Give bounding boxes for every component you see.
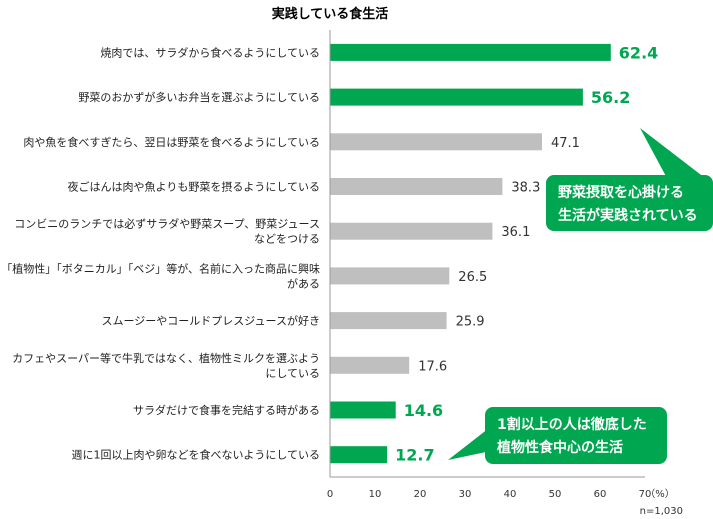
x-tick-label: 20 xyxy=(414,489,427,500)
category-label: サラダだけで食事を完結する時がある xyxy=(133,403,320,417)
callout-box xyxy=(485,407,667,464)
callout-line-2: 生活が実践されている xyxy=(558,207,698,224)
category-label: スムージーやコールドプレスジュースが好き xyxy=(102,314,320,328)
category-label: 焼肉では、サラダから食べるようにしている xyxy=(100,45,320,59)
bar xyxy=(330,446,388,464)
callout-line-1: 野菜摂取を心掛ける xyxy=(558,184,684,201)
bar xyxy=(330,43,611,61)
bar-value-label: 47.1 xyxy=(551,136,580,151)
category-label: にしている xyxy=(265,367,320,380)
bar-value-label: 14.6 xyxy=(404,401,443,420)
bar-value-label: 56.2 xyxy=(591,88,630,107)
category-label: 夜ごはんは肉や魚よりも野菜を摂るようにしている xyxy=(68,180,320,194)
category-label: 肉や魚を食べすぎたら、翌日は野菜を食べるようにしている xyxy=(23,135,320,149)
bar-value-label: 26.5 xyxy=(458,270,487,285)
bar-value-label: 12.7 xyxy=(395,446,434,465)
bar xyxy=(330,312,447,330)
x-tick-label: 40 xyxy=(504,489,517,500)
x-tick-label: 0 xyxy=(327,489,333,500)
bar xyxy=(330,267,450,285)
callout-box xyxy=(546,175,713,231)
callout-line-1: 1割以上の人は徹底した xyxy=(497,416,647,433)
bar xyxy=(330,401,396,419)
bar-value-label: 36.1 xyxy=(501,225,530,240)
x-tick-label: 10 xyxy=(369,489,382,500)
category-label: がある xyxy=(287,276,320,290)
bar xyxy=(330,133,542,151)
bar xyxy=(330,356,410,374)
sample-size-note: n=1,030 xyxy=(640,506,683,517)
axis-unit-label: （%） xyxy=(645,488,675,500)
bar xyxy=(330,178,503,195)
chart-title: 実践している食生活 xyxy=(272,6,389,22)
x-tick-label: 70 xyxy=(639,489,652,500)
callout-plant-based: 1割以上の人は徹底した 植物性食中心の生活 xyxy=(448,407,667,464)
category-label: 野菜のおかずが多いお弁当を選ぶようにしている xyxy=(78,90,320,104)
category-label: などをつける xyxy=(254,233,320,246)
x-tick-label: 50 xyxy=(549,489,562,500)
x-tick-label: 60 xyxy=(594,489,607,500)
callout-pointer xyxy=(640,128,705,180)
x-tick-label: 30 xyxy=(459,489,472,500)
category-label: 「植物性」「ボタニカル」「ベジ」等が、名前に入った商品に興味 xyxy=(1,261,320,275)
bar-value-label: 17.6 xyxy=(418,359,447,374)
category-label: カフェやスーパー等で牛乳ではなく、植物性ミルクを選ぶよう xyxy=(12,351,320,365)
category-label: 週に1回以上肉や卵などを食べないようにしている xyxy=(72,448,320,462)
callout-line-2: 植物性食中心の生活 xyxy=(496,439,623,456)
bar xyxy=(330,222,493,240)
callout-vegetable-intake: 野菜摂取を心掛ける 生活が実践されている xyxy=(546,128,713,231)
bar-value-label: 62.4 xyxy=(619,43,658,62)
category-label: コンビニのランチでは必ずサラダや野菜スープ、野菜ジュース xyxy=(14,217,320,231)
bar-value-label: 38.3 xyxy=(511,181,540,196)
bar-value-label: 25.9 xyxy=(456,315,485,330)
bar xyxy=(330,88,583,106)
